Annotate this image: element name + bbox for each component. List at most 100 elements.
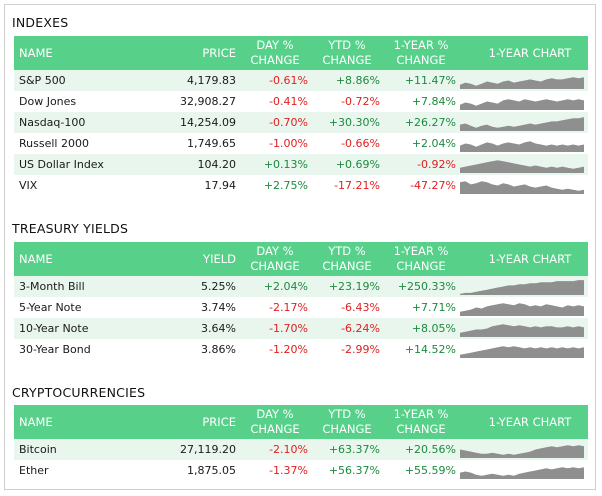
table-row[interactable]: 30-Year Bond 3.86% -1.20% -2.99% +14.52% [14, 339, 588, 360]
treasury-header: NAME YIELD DAY % CHANGE YTD % CHANGE 1-YEA… [14, 242, 588, 276]
row-name-link[interactable]: US Dollar Index [19, 158, 104, 171]
indexes-header: NAME PRICE DAY % CHANGE YTD % CHANGE 1-YEA… [14, 36, 588, 70]
row-price: 17.94 [204, 179, 237, 192]
row-1yr-change: +8.05% [411, 322, 456, 335]
col-name: NAME [19, 414, 53, 429]
sparkline-chart [460, 99, 584, 110]
col-1yr-chart: 1-YEAR CHART [488, 414, 572, 429]
row-price: 4,179.83 [187, 74, 236, 87]
sparkline-chart [460, 160, 584, 173]
sparkline-area [460, 467, 584, 479]
table-row[interactable]: S&P 500 4,179.83 -0.61% +8.86% +11.47% [14, 70, 588, 91]
sparkline-chart [460, 181, 584, 194]
sparkline-chart [460, 346, 584, 358]
row-day-change: -0.70% [269, 116, 308, 129]
col-name: NAME [19, 251, 53, 266]
table-row[interactable]: VIX 17.94 +2.75% -17.21% -47.27% [14, 175, 588, 196]
table-row[interactable]: 10-Year Note 3.64% -1.70% -6.24% +8.05% [14, 318, 588, 339]
row-name-link[interactable]: VIX [19, 179, 38, 192]
section-title-indexes: INDEXES [12, 15, 69, 30]
table-row[interactable]: Ether 1,875.05 -1.37% +56.37% +55.59% [14, 460, 588, 481]
table-row[interactable]: Russell 2000 1,749.65 -1.00% -0.66% +2.04% [14, 133, 588, 154]
table-row[interactable]: 5-Year Note 3.74% -2.17% -6.43% +7.71% [14, 297, 588, 318]
sparkline-area [460, 346, 584, 358]
col-ytd-change: YTD % CHANGE [322, 244, 372, 273]
crypto-header: NAME PRICE DAY % CHANGE YTD % CHANGE 1-YEA… [14, 405, 588, 439]
sparkline-chart [460, 280, 584, 295]
row-ytd-change: -0.66% [341, 137, 380, 150]
row-name-link[interactable]: Ether [19, 464, 49, 477]
sparkline-area [460, 77, 584, 89]
row-day-change: -1.70% [269, 322, 308, 335]
col-ytd-change: YTD % CHANGE [322, 407, 372, 436]
row-name-link[interactable]: Russell 2000 [19, 137, 89, 150]
row-ytd-change: -2.99% [341, 343, 380, 356]
sparkline-area [460, 324, 584, 337]
row-1yr-change: +14.52% [404, 343, 456, 356]
row-name-link[interactable]: Bitcoin [19, 443, 57, 456]
row-name-link[interactable]: S&P 500 [19, 74, 66, 87]
col-name: NAME [19, 45, 53, 60]
col-1yr-chart: 1-YEAR CHART [488, 45, 572, 60]
sparkline-area [460, 280, 584, 295]
col-day-change: DAY % CHANGE [250, 244, 300, 273]
col-price: PRICE [202, 414, 236, 429]
row-price: 1,875.05 [187, 464, 236, 477]
col-1yr-chart: 1-YEAR CHART [488, 251, 572, 266]
sparkline-chart [460, 141, 584, 152]
section-title-crypto: CRYPTOCURRENCIES [12, 385, 146, 400]
row-day-change: -1.00% [269, 137, 308, 150]
row-ytd-change: +23.19% [328, 280, 380, 293]
row-price: 1,749.65 [187, 137, 236, 150]
market-data-panel [4, 4, 596, 490]
row-1yr-change: +250.33% [397, 280, 456, 293]
row-1yr-change: +55.59% [404, 464, 456, 477]
row-name-link[interactable]: 10-Year Note [19, 322, 89, 335]
row-ytd-change: -6.24% [341, 322, 380, 335]
row-name-link[interactable]: Nasdaq-100 [19, 116, 86, 129]
sparkline-area [460, 117, 584, 131]
row-ytd-change: -0.72% [341, 95, 380, 108]
row-price: 5.25% [201, 280, 236, 293]
sparkline-area [460, 445, 584, 458]
row-name-link[interactable]: 5-Year Note [19, 301, 82, 314]
sparkline-chart [460, 77, 584, 89]
sparkline-area [460, 160, 584, 173]
sparkline-area [460, 141, 584, 152]
table-row[interactable]: US Dollar Index 104.20 +0.13% +0.69% -0.92% [14, 154, 588, 175]
row-ytd-change: +30.30% [328, 116, 380, 129]
table-row[interactable]: Nasdaq-100 14,254.09 -0.70% +30.30% +26.27% [14, 112, 588, 133]
row-price: 14,254.09 [180, 116, 236, 129]
row-ytd-change: -17.21% [334, 179, 380, 192]
table-row[interactable]: 3-Month Bill 5.25% +2.04% +23.19% +250.33% [14, 276, 588, 297]
col-yield: YIELD [203, 251, 236, 266]
row-ytd-change: +8.86% [335, 74, 380, 87]
section-title-treasury: TREASURY YIELDS [12, 221, 129, 236]
sparkline-chart [460, 467, 584, 479]
row-name-link[interactable]: 30-Year Bond [19, 343, 91, 356]
col-1yr-change: 1-YEAR % CHANGE [393, 38, 449, 67]
row-price: 3.86% [201, 343, 236, 356]
row-ytd-change: +0.69% [335, 158, 380, 171]
row-name-link[interactable]: 3-Month Bill [19, 280, 85, 293]
row-1yr-change: -0.92% [417, 158, 456, 171]
row-name-link[interactable]: Dow Jones [19, 95, 77, 108]
row-day-change: +0.13% [263, 158, 308, 171]
row-1yr-change: +7.71% [411, 301, 456, 314]
col-1yr-change: 1-YEAR % CHANGE [393, 244, 449, 273]
table-row[interactable]: Bitcoin 27,119.20 -2.10% +63.37% +20.56% [14, 439, 588, 460]
row-day-change: -0.41% [269, 95, 308, 108]
col-1yr-change: 1-YEAR % CHANGE [393, 407, 449, 436]
row-1yr-change: +11.47% [404, 74, 456, 87]
row-price: 3.64% [201, 322, 236, 335]
table-row[interactable]: Dow Jones 32,908.27 -0.41% -0.72% +7.84% [14, 91, 588, 112]
row-price: 32,908.27 [180, 95, 236, 108]
col-ytd-change: YTD % CHANGE [322, 38, 372, 67]
row-1yr-change: +20.56% [404, 443, 456, 456]
row-day-change: -2.10% [269, 443, 308, 456]
col-day-change: DAY % CHANGE [250, 38, 300, 67]
row-day-change: -0.61% [269, 74, 308, 87]
sparkline-area [460, 303, 584, 316]
row-price: 104.20 [197, 158, 237, 171]
row-day-change: +2.75% [263, 179, 308, 192]
